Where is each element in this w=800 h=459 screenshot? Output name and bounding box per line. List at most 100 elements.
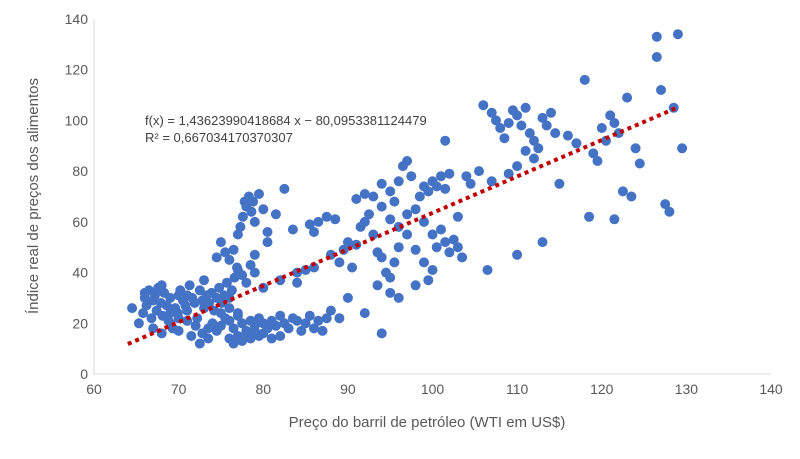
data-point: [304, 219, 315, 230]
x-tick-label: 140: [759, 381, 783, 397]
data-point: [189, 298, 200, 308]
data-point: [275, 310, 286, 321]
data-point: [232, 308, 243, 319]
data-point: [533, 143, 544, 154]
data-point: [246, 206, 257, 217]
data-point: [402, 209, 413, 220]
data-point: [224, 254, 235, 265]
data-point: [596, 123, 607, 133]
y-tick-label: 140: [65, 11, 89, 27]
data-point: [139, 287, 150, 298]
data-point: [562, 130, 573, 141]
data-point: [431, 181, 442, 192]
trendline: [127, 105, 679, 346]
data-point: [385, 186, 396, 197]
data-point: [486, 176, 497, 187]
data-point: [287, 224, 298, 235]
data-point: [237, 318, 248, 329]
data-point: [452, 211, 463, 222]
data-point: [182, 305, 193, 316]
y-tick-label: 80: [72, 163, 88, 179]
data-point: [249, 216, 260, 227]
data-point: [431, 242, 442, 253]
data-point: [440, 183, 451, 194]
data-point: [537, 237, 548, 248]
y-tick-label: 40: [72, 265, 88, 281]
data-point: [300, 318, 311, 329]
data-point: [342, 237, 353, 248]
data-point: [427, 265, 438, 275]
data-point: [588, 148, 599, 159]
data-point: [292, 315, 303, 326]
data-point: [651, 31, 662, 42]
y-tick-label: 0: [80, 366, 88, 382]
data-point: [258, 204, 269, 215]
data-point: [478, 100, 489, 111]
data-point: [194, 285, 205, 296]
data-point: [249, 267, 260, 278]
x-tick-label: 70: [171, 381, 187, 397]
data-point: [359, 216, 370, 227]
data-point: [524, 128, 535, 139]
data-point: [393, 292, 404, 303]
data-point: [672, 29, 683, 40]
data-point: [389, 257, 400, 268]
data-point: [664, 206, 675, 217]
data-point: [584, 211, 595, 222]
data-point: [423, 275, 434, 286]
data-point: [228, 244, 239, 255]
data-point: [651, 52, 662, 62]
data-point: [571, 138, 582, 149]
data-point: [224, 315, 235, 326]
data-point: [165, 292, 176, 303]
data-point: [436, 224, 446, 235]
data-point: [368, 191, 379, 202]
data-point: [221, 277, 232, 288]
data-point: [677, 143, 688, 154]
data-point: [309, 262, 319, 273]
data-point: [215, 320, 226, 331]
data-point: [605, 110, 616, 121]
data-point: [499, 133, 510, 144]
data-point: [656, 85, 666, 95]
y-tick-label: 100: [65, 112, 89, 128]
data-point: [149, 290, 160, 301]
x-tick-label: 90: [340, 381, 356, 397]
data-point: [359, 308, 370, 319]
y-tick-label: 20: [72, 315, 88, 331]
data-point: [622, 92, 633, 103]
data-point: [270, 209, 281, 220]
data-point: [520, 145, 531, 156]
data-point: [626, 191, 637, 202]
data-point: [512, 161, 523, 172]
data-point: [503, 168, 514, 179]
data-point: [270, 320, 281, 331]
data-point: [359, 189, 370, 199]
data-point: [423, 186, 434, 197]
data-point: [393, 242, 404, 253]
data-point: [440, 237, 451, 248]
data-point: [389, 196, 400, 207]
y-axis-title: Índice real de preços dos alimentos: [25, 78, 42, 314]
data-point: [309, 323, 319, 334]
data-point: [579, 74, 590, 85]
data-point: [148, 323, 159, 334]
data-point: [537, 112, 548, 123]
data-point: [376, 252, 387, 263]
data-point: [279, 183, 290, 194]
data-point: [232, 229, 243, 240]
data-point: [436, 171, 446, 182]
data-point: [313, 216, 324, 227]
points-layer: [127, 29, 688, 349]
data-point: [237, 336, 248, 346]
data-point: [414, 191, 425, 202]
data-point: [368, 229, 379, 240]
data-point: [224, 303, 235, 314]
data-point: [241, 277, 252, 288]
data-point: [226, 285, 237, 296]
data-point: [258, 328, 269, 339]
data-point: [452, 242, 463, 253]
data-point: [444, 247, 455, 258]
trendline-r2: R² = 0,667034170370307: [145, 130, 293, 145]
data-point: [495, 123, 506, 133]
